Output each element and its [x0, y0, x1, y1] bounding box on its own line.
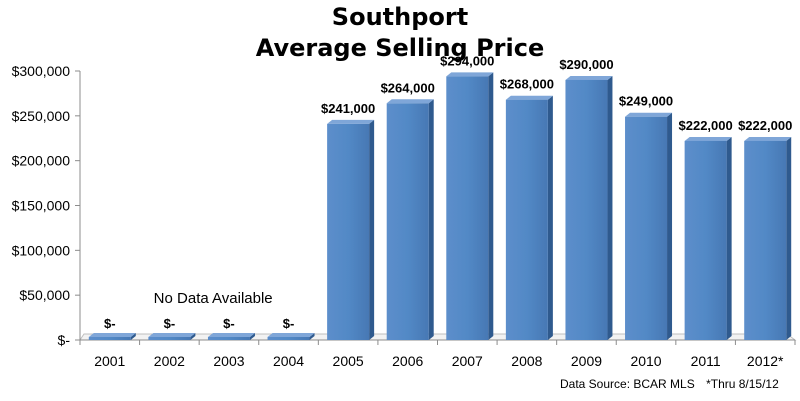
x-tick-label: 2010	[630, 353, 661, 369]
x-tick-label: 2001	[94, 353, 125, 369]
data-label: $264,000	[381, 80, 435, 95]
x-tick-label: 2008	[511, 353, 542, 369]
bar-top	[625, 112, 673, 117]
bar	[505, 99, 548, 341]
bar	[386, 103, 429, 340]
y-tick-label: $50,000	[19, 287, 70, 303]
y-tick-label: $-	[58, 332, 71, 348]
data-label: $222,000	[738, 118, 792, 133]
bar-top	[327, 119, 375, 124]
bar-side	[547, 95, 553, 341]
bar-side	[786, 136, 792, 340]
data-label: $268,000	[500, 77, 554, 92]
x-tick-label: 2009	[571, 353, 602, 369]
bar-side	[309, 333, 315, 340]
bar-top	[386, 99, 434, 104]
bar	[684, 140, 727, 340]
footnote-text: *Thru 8/15/12	[706, 377, 779, 391]
source-note: Data Source: BCAR MLS *Thru 8/15/12	[560, 377, 779, 391]
bar-top	[446, 72, 494, 77]
x-tick-label: 2006	[392, 353, 423, 369]
data-label: $290,000	[559, 57, 613, 72]
bar-side	[249, 333, 255, 340]
bar-top	[565, 75, 613, 80]
chart-title-line-2: Average Selling Price	[255, 34, 545, 62]
x-tick-label: 2002	[154, 353, 185, 369]
bar-side	[607, 75, 613, 340]
bar	[267, 337, 310, 340]
bar	[446, 76, 489, 340]
data-source-text: Data Source: BCAR MLS	[560, 377, 695, 391]
bar-top	[744, 136, 792, 141]
bar-side	[428, 99, 434, 340]
data-label: $-	[164, 316, 176, 331]
bar-side	[130, 333, 136, 340]
bar-side	[369, 119, 375, 340]
no-data-annotation: No Data Available	[154, 290, 273, 307]
bar-top	[684, 136, 732, 141]
x-tick-label: 2011	[691, 353, 721, 369]
data-label: $241,000	[321, 101, 375, 116]
chart-title: Southport Average Selling Price	[0, 2, 800, 64]
data-label: $222,000	[679, 118, 733, 133]
x-tick-label: 2003	[213, 353, 244, 369]
x-tick-label: 2004	[273, 353, 304, 369]
bar-side	[190, 333, 196, 340]
chart-title-line-1: Southport	[331, 3, 469, 31]
bar-side	[488, 72, 494, 340]
bar	[207, 337, 250, 340]
bar	[88, 337, 131, 340]
bar-side	[726, 136, 732, 340]
bar-top	[505, 95, 553, 100]
data-label: $294,000	[440, 53, 494, 68]
x-tick-label: 2012*	[747, 353, 784, 369]
bar	[625, 116, 668, 340]
bar-top	[267, 333, 315, 337]
data-label: $-	[223, 316, 235, 331]
data-label: $-	[104, 316, 116, 331]
y-tick-label: $100,000	[12, 242, 71, 258]
bar-side	[667, 112, 673, 340]
x-tick-label: 2005	[333, 353, 364, 369]
bar-top	[148, 333, 196, 337]
y-tick-label: $300,000	[12, 63, 71, 79]
y-tick-label: $250,000	[12, 108, 71, 124]
bar	[744, 140, 787, 340]
y-tick-label: $150,000	[12, 198, 71, 214]
bar-top	[88, 333, 136, 337]
bar	[565, 79, 608, 340]
y-tick-label: $200,000	[12, 153, 71, 169]
bar-top	[207, 333, 255, 337]
bar	[327, 123, 370, 340]
data-label: $249,000	[619, 94, 673, 109]
bar	[148, 337, 191, 340]
x-tick-label: 2007	[452, 353, 483, 369]
data-label: $-	[283, 316, 295, 331]
